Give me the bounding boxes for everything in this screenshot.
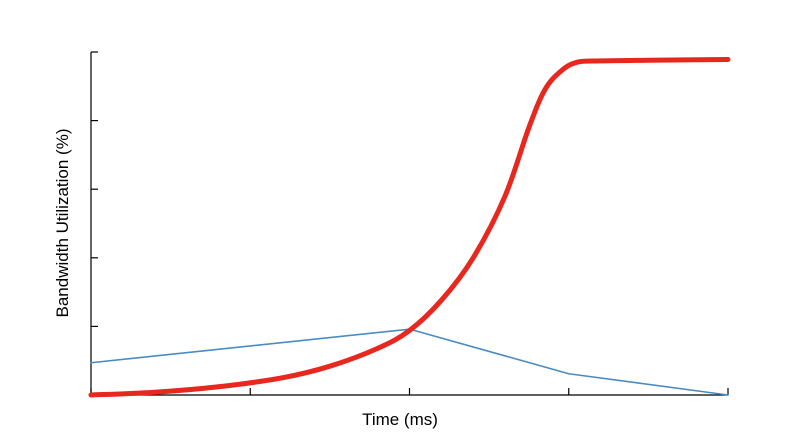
y-axis-label: Bandwidth Utilization (%) <box>53 129 72 318</box>
series-layer <box>88 57 731 398</box>
x-axis-label: Time (ms) <box>362 410 438 429</box>
series-line-0 <box>88 57 731 398</box>
axes <box>90 51 729 396</box>
series-line-1 <box>90 328 729 396</box>
